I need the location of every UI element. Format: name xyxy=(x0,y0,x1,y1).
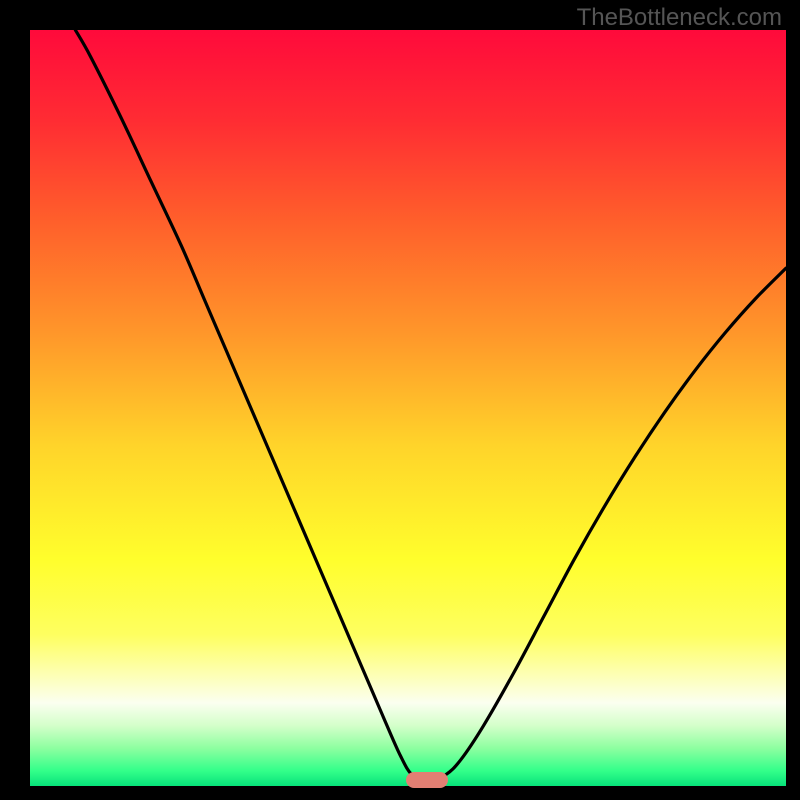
chart-container: { "watermark": { "text": "TheBottleneck.… xyxy=(0,0,800,800)
optimum-marker xyxy=(406,772,448,787)
plot-area xyxy=(30,30,786,786)
bottleneck-curve xyxy=(30,30,786,786)
watermark-label: TheBottleneck.com xyxy=(577,4,782,32)
